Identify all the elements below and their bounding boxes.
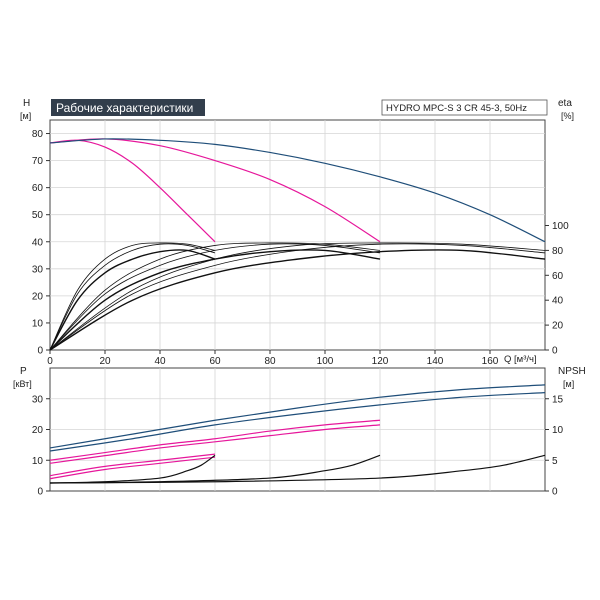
- npsh-curve: [49, 454, 216, 484]
- top-y-axis-unit: [м]: [20, 111, 31, 121]
- x-tick-label: 80: [264, 356, 276, 367]
- y-right-tick-label: 0: [552, 346, 558, 357]
- y-left-tick-label: 20: [32, 291, 44, 302]
- y-right-tick-label: 20: [552, 321, 564, 332]
- y-right-tick-label: 40: [552, 296, 564, 307]
- model-label: HYDRO MPC-S 3 CR 45-3, 50Hz: [386, 103, 527, 114]
- y-left-tick-label: 40: [32, 237, 44, 248]
- y-right-tick-label: 100: [552, 221, 569, 232]
- efficiency-curve: [49, 243, 381, 351]
- head-efficiency-plot: 0 20 40 60 80 100 120 140 160 0 10 20 30 40 50 60 70 80 0 2…: [32, 119, 569, 367]
- efficiency-curve: [49, 243, 546, 351]
- npsh-curve: [49, 454, 546, 484]
- npsh-tick-label: 15: [552, 394, 564, 405]
- y-left-tick-label: 50: [32, 210, 44, 221]
- bottom-y2-axis-name: NPSH: [558, 366, 586, 377]
- x-tick-label: 140: [427, 356, 444, 367]
- y-left-tick-label: 10: [32, 318, 44, 329]
- x-tick-label: 40: [154, 356, 166, 367]
- chart-title: Рабочие характеристики: [56, 101, 193, 115]
- y-left-tick-label: 0: [37, 346, 43, 357]
- power-curve: [49, 384, 546, 449]
- y-left-tick-label: 30: [32, 264, 44, 275]
- efficiency-curve: [49, 242, 216, 351]
- x-tick-label: 160: [482, 356, 499, 367]
- p-tick-label: 0: [37, 487, 43, 498]
- x-tick-label: 100: [317, 356, 334, 367]
- power-curve: [49, 392, 546, 452]
- top-y-axis-name: H: [23, 98, 30, 109]
- p-tick-label: 10: [32, 456, 44, 467]
- power-curve: [49, 419, 381, 461]
- x-axis-label: Q [м³/ч]: [504, 354, 537, 365]
- efficiency-curve: [49, 249, 546, 351]
- y-left-tick-label: 60: [32, 183, 44, 194]
- chart-title-background: [51, 99, 205, 116]
- bottom-y-axis-unit: [кВт]: [13, 379, 32, 389]
- bottom-y2-axis-unit: [м]: [563, 379, 574, 389]
- efficiency-curve: [49, 242, 381, 351]
- power-curve: [49, 456, 216, 480]
- y-left-tick-label: 70: [32, 156, 44, 167]
- y-right-tick-label: 80: [552, 246, 564, 257]
- power-npsh-plot: 0 10 20 30 0 5 10 15: [32, 367, 564, 498]
- npsh-tick-label: 0: [552, 487, 558, 498]
- power-curve: [49, 453, 216, 477]
- npsh-tick-label: 5: [552, 456, 558, 467]
- power-curve: [49, 424, 381, 464]
- x-tick-label: 120: [372, 356, 389, 367]
- p-tick-label: 30: [32, 394, 44, 405]
- x-tick-label: 0: [47, 356, 53, 367]
- efficiency-curve: [49, 242, 546, 351]
- efficiency-curve: [49, 243, 216, 351]
- p-tick-label: 20: [32, 425, 44, 436]
- model-label-box: [381, 99, 548, 116]
- y-right-tick-label: 60: [552, 271, 564, 282]
- x-tick-label: 20: [99, 356, 111, 367]
- top-plot-frame: [49, 119, 546, 351]
- bottom-y-axis-name: P: [20, 366, 27, 377]
- y-left-tick-label: 80: [32, 129, 44, 140]
- head-curve: [49, 138, 546, 243]
- npsh-tick-label: 10: [552, 425, 564, 436]
- top-y2-axis-name: eta: [558, 98, 572, 109]
- x-tick-label: 60: [209, 356, 221, 367]
- top-y2-axis-unit: [%]: [561, 111, 574, 121]
